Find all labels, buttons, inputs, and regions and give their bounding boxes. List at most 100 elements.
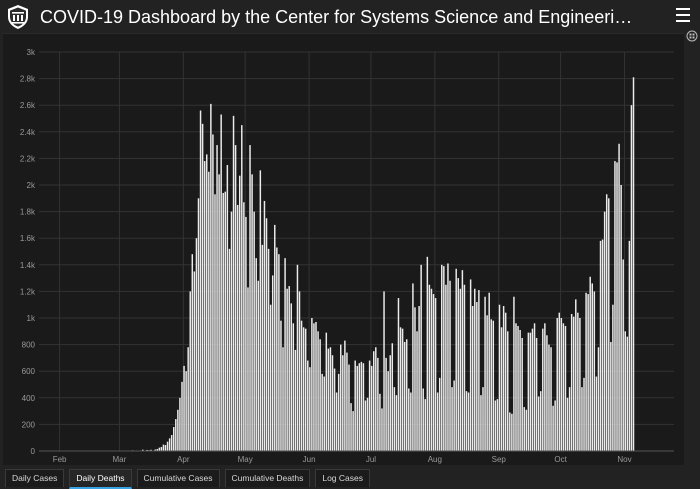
bar[interactable] bbox=[214, 194, 216, 451]
bar[interactable] bbox=[550, 347, 552, 451]
bar[interactable] bbox=[335, 392, 338, 451]
bar[interactable] bbox=[484, 296, 486, 451]
bar[interactable] bbox=[525, 409, 528, 451]
bar[interactable] bbox=[519, 329, 521, 451]
bar[interactable] bbox=[597, 347, 600, 451]
bar[interactable] bbox=[220, 114, 222, 451]
bar[interactable] bbox=[443, 266, 445, 451]
bar[interactable] bbox=[142, 449, 144, 451]
bar[interactable] bbox=[348, 364, 350, 451]
tab-daily-cases[interactable]: Daily Cases bbox=[5, 469, 65, 487]
bar[interactable] bbox=[399, 327, 402, 451]
bar[interactable] bbox=[329, 347, 332, 451]
bar[interactable] bbox=[603, 211, 606, 451]
bar[interactable] bbox=[222, 192, 224, 452]
bar[interactable] bbox=[632, 77, 635, 451]
bar[interactable] bbox=[292, 323, 295, 451]
bar[interactable] bbox=[511, 413, 513, 451]
bar[interactable] bbox=[389, 355, 391, 451]
bar[interactable] bbox=[282, 347, 284, 451]
bar[interactable] bbox=[422, 388, 424, 451]
bar[interactable] bbox=[265, 218, 268, 451]
bar[interactable] bbox=[426, 256, 429, 451]
bar[interactable] bbox=[513, 296, 515, 451]
bar[interactable] bbox=[507, 331, 509, 451]
bar[interactable] bbox=[193, 271, 196, 451]
bar[interactable] bbox=[490, 319, 492, 451]
bar[interactable] bbox=[381, 408, 383, 451]
bar[interactable] bbox=[587, 294, 589, 451]
bar[interactable] bbox=[500, 327, 503, 451]
bar[interactable] bbox=[492, 320, 495, 451]
bar[interactable] bbox=[173, 427, 175, 451]
bar[interactable] bbox=[245, 216, 247, 451]
bar[interactable] bbox=[168, 438, 171, 451]
bar[interactable] bbox=[274, 224, 276, 451]
bar[interactable] bbox=[403, 341, 406, 451]
bar[interactable] bbox=[465, 391, 468, 451]
bar[interactable] bbox=[434, 298, 437, 451]
bar[interactable] bbox=[383, 291, 385, 451]
bar[interactable] bbox=[286, 288, 288, 451]
bar[interactable] bbox=[595, 376, 598, 451]
bar[interactable] bbox=[179, 397, 181, 451]
bar[interactable] bbox=[622, 259, 624, 451]
bar[interactable] bbox=[313, 323, 315, 451]
bar[interactable] bbox=[154, 449, 156, 451]
bar[interactable] bbox=[257, 280, 260, 451]
bar[interactable] bbox=[509, 412, 511, 451]
bar[interactable] bbox=[447, 263, 449, 451]
bar[interactable] bbox=[364, 400, 367, 451]
bar[interactable] bbox=[212, 134, 214, 451]
bar[interactable] bbox=[177, 409, 179, 451]
bar[interactable] bbox=[183, 365, 185, 451]
bar[interactable] bbox=[309, 367, 311, 451]
bar[interactable] bbox=[496, 399, 499, 451]
bar[interactable] bbox=[533, 323, 536, 451]
bar[interactable] bbox=[630, 105, 633, 451]
bar[interactable] bbox=[583, 377, 585, 451]
bar[interactable] bbox=[585, 292, 587, 451]
bar[interactable] bbox=[408, 388, 410, 451]
hamburger-menu-icon[interactable] bbox=[676, 8, 690, 24]
bar[interactable] bbox=[608, 198, 610, 451]
bar[interactable] bbox=[160, 447, 163, 451]
bar[interactable] bbox=[375, 347, 377, 451]
bar[interactable] bbox=[474, 288, 476, 451]
bar[interactable] bbox=[164, 445, 167, 451]
bar[interactable] bbox=[195, 238, 198, 451]
bar[interactable] bbox=[515, 323, 517, 451]
bar[interactable] bbox=[502, 306, 505, 451]
bar[interactable] bbox=[210, 103, 212, 452]
bar[interactable] bbox=[206, 154, 208, 451]
bar[interactable] bbox=[158, 447, 161, 451]
bar[interactable] bbox=[241, 125, 243, 452]
bar[interactable] bbox=[185, 371, 187, 451]
bar[interactable] bbox=[197, 198, 200, 451]
bar[interactable] bbox=[449, 280, 451, 451]
bar[interactable] bbox=[581, 387, 583, 451]
bar[interactable] bbox=[471, 306, 474, 451]
bar[interactable] bbox=[558, 312, 561, 451]
bar[interactable] bbox=[391, 343, 394, 451]
bar[interactable] bbox=[467, 392, 470, 451]
bar[interactable] bbox=[146, 449, 148, 451]
tab-cumulative-deaths[interactable]: Cumulative Deaths bbox=[224, 469, 311, 487]
bar[interactable] bbox=[278, 254, 280, 451]
bar[interactable] bbox=[298, 291, 301, 451]
bar[interactable] bbox=[599, 240, 602, 451]
bar[interactable] bbox=[346, 352, 348, 451]
bar[interactable] bbox=[296, 264, 299, 451]
bar[interactable] bbox=[566, 397, 569, 451]
bar[interactable] bbox=[247, 287, 249, 451]
bar[interactable] bbox=[410, 392, 412, 451]
bar[interactable] bbox=[432, 294, 435, 451]
bar[interactable] bbox=[589, 276, 591, 451]
bar[interactable] bbox=[618, 143, 620, 451]
bar[interactable] bbox=[199, 110, 202, 452]
bar[interactable] bbox=[261, 244, 264, 451]
bar[interactable] bbox=[379, 393, 381, 451]
bar[interactable] bbox=[377, 357, 379, 451]
bar[interactable] bbox=[224, 191, 227, 451]
bar[interactable] bbox=[628, 240, 631, 451]
